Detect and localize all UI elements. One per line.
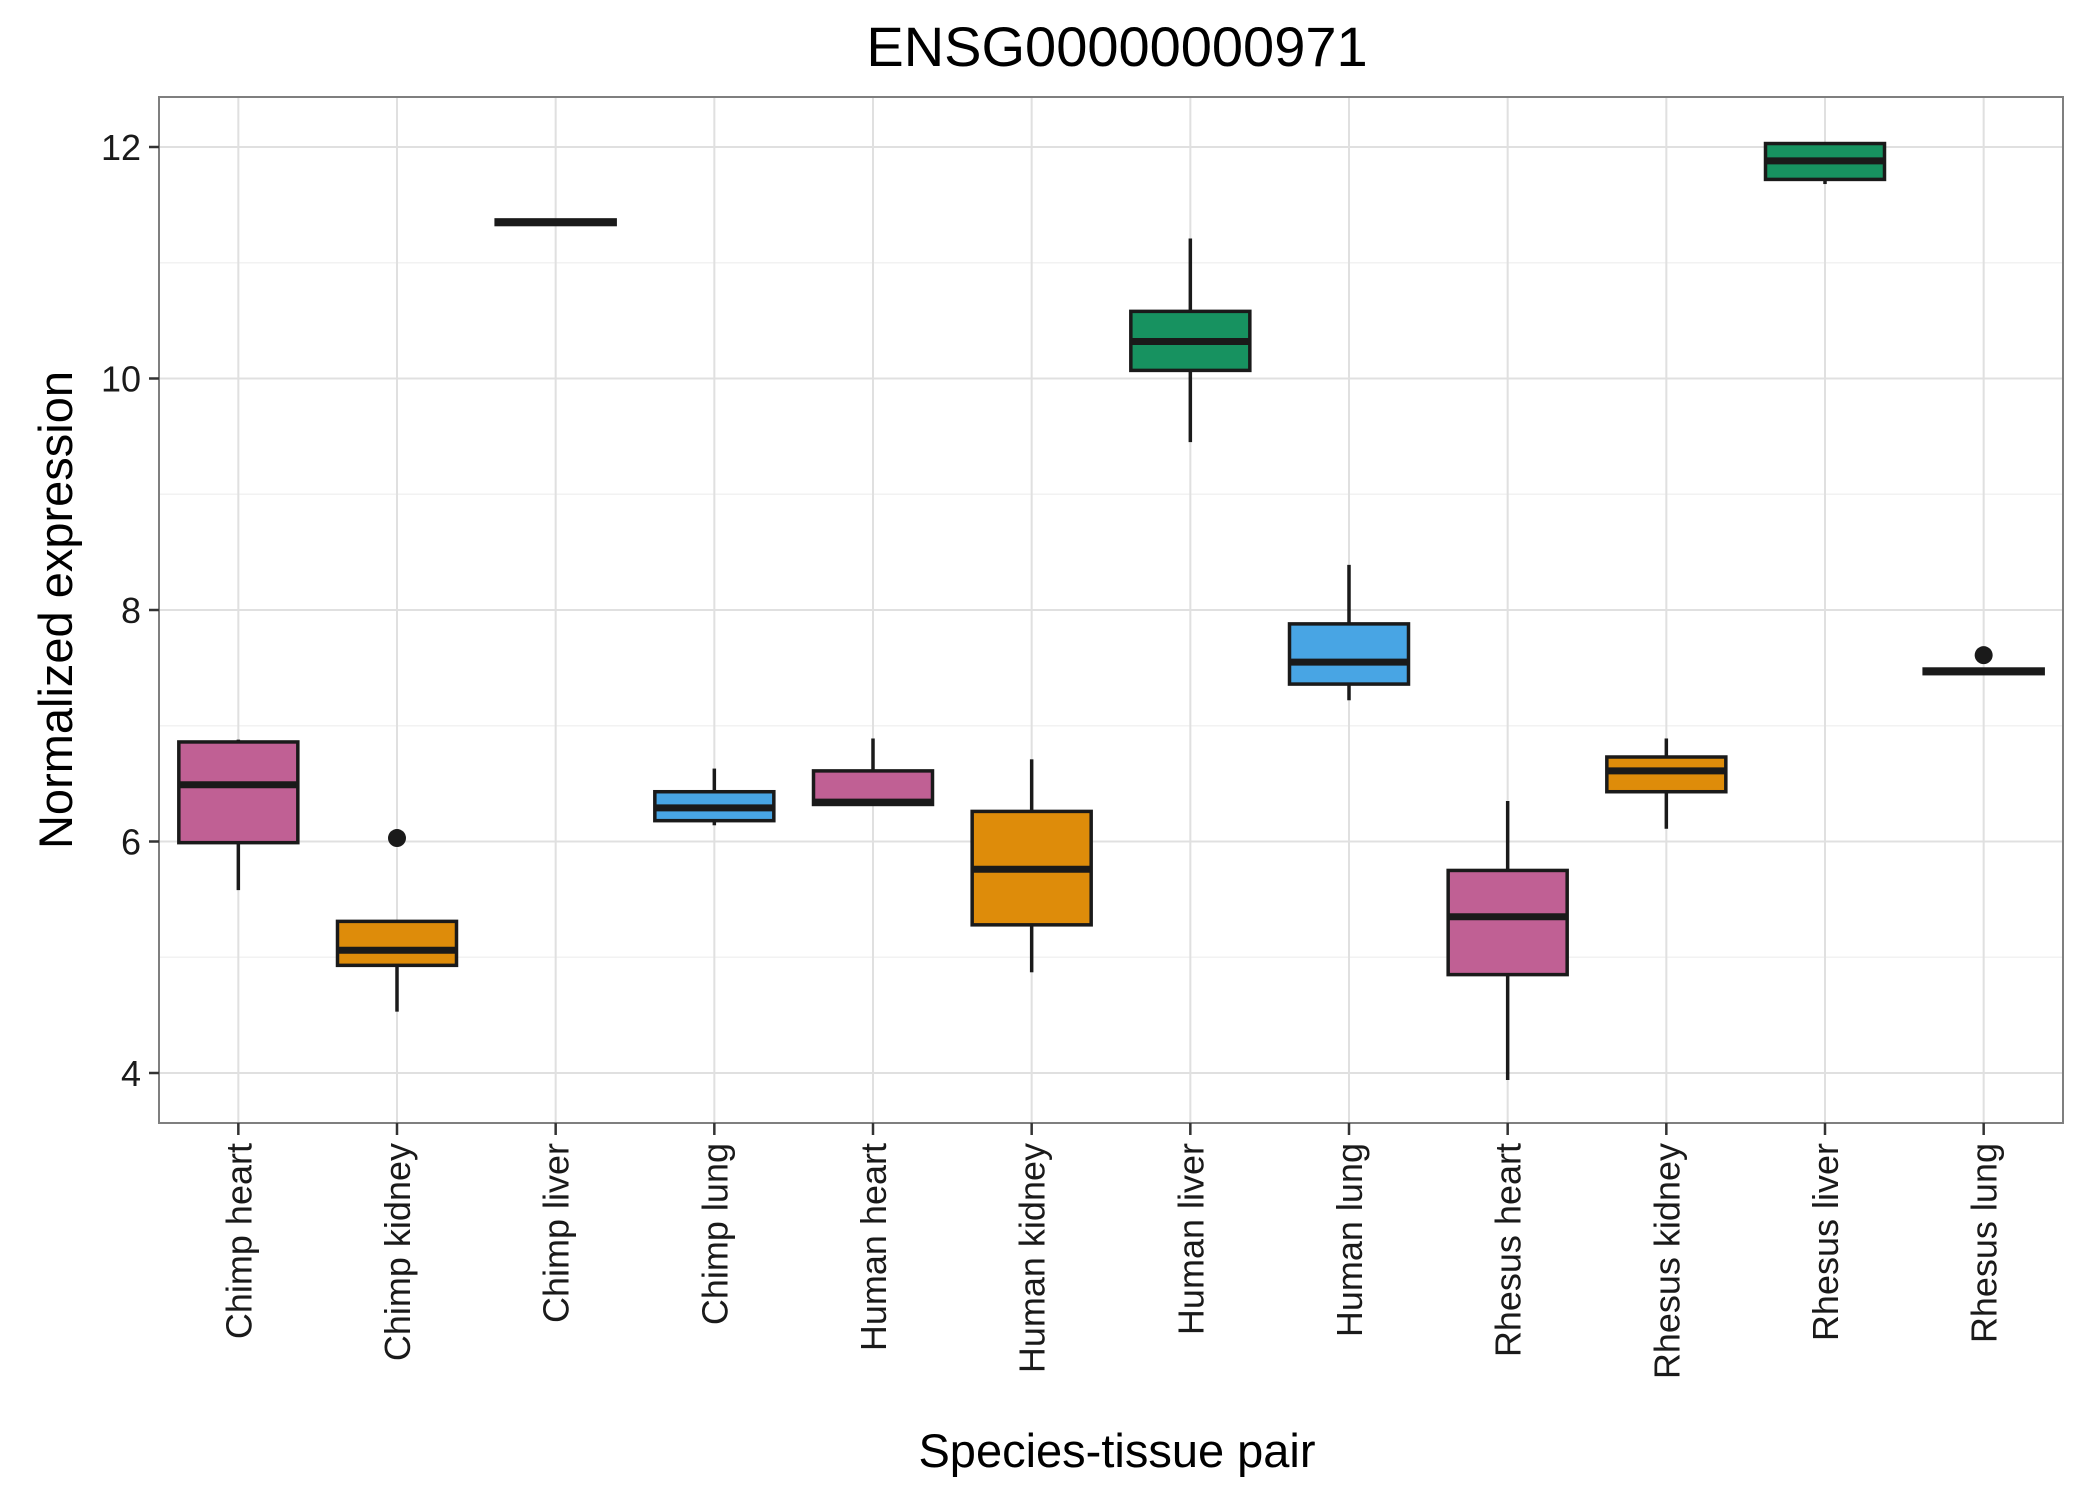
y-tick-label: 4 — [121, 1053, 141, 1094]
y-tick-label: 10 — [101, 359, 141, 400]
boxplot-chimp-kidney — [335, 829, 459, 1012]
y-tick-label: 6 — [121, 822, 141, 863]
boxplot-rhesus-heart — [1446, 800, 1569, 1080]
x-tick-label: Human kidney — [1012, 1143, 1053, 1373]
x-tick-label: Human liver — [1170, 1143, 1211, 1335]
x-tick-label: Chimp lung — [694, 1143, 735, 1325]
y-tick-label: 12 — [101, 127, 141, 168]
chart-title: ENSG00000000971 — [866, 15, 1367, 78]
x-tick-label: Rhesus kidney — [1646, 1143, 1687, 1379]
y-axis: 4 6 8 10 12 — [101, 127, 159, 1094]
plot-grid — [159, 97, 2063, 1123]
x-tick-label: Rhesus liver — [1805, 1143, 1846, 1341]
x-tick-label: Rhesus lung — [1964, 1143, 2005, 1343]
x-tick-label: Rhesus heart — [1488, 1143, 1529, 1357]
boxplot-chimp-liver — [494, 218, 617, 227]
outlier-point — [1974, 646, 1993, 665]
box — [1287, 622, 1411, 686]
x-tick-label: Human lung — [1329, 1143, 1370, 1337]
boxplot-rhesus-liver — [1763, 141, 1887, 185]
x-tick-label: Chimp heart — [218, 1143, 259, 1339]
boxplot-chimp-heart — [177, 739, 300, 891]
boxplot-human-heart — [811, 738, 935, 807]
boxplot-chimp-lung — [653, 768, 776, 826]
x-axis: Chimp heart Chimp kidney Chimp liver Chimp … — [218, 1123, 2005, 1379]
box — [1446, 868, 1569, 977]
boxplot-human-kidney — [970, 759, 1093, 973]
y-axis-title: Normalized expression — [29, 371, 82, 849]
outlier-point — [388, 829, 406, 848]
x-tick-label: Chimp kidney — [377, 1143, 418, 1361]
x-tick-label: Human heart — [853, 1143, 894, 1351]
x-axis-title: Species-tissue pair — [918, 1424, 1315, 1477]
box — [177, 740, 300, 845]
boxplot-human-lung — [1287, 564, 1411, 701]
boxplot-rhesus-kidney — [1605, 738, 1728, 829]
box — [335, 919, 459, 968]
boxplots — [177, 141, 2045, 1080]
boxplot-rhesus-lung — [1922, 646, 2045, 676]
boxplot-human-liver — [1129, 238, 1252, 443]
y-tick-label: 8 — [121, 590, 141, 631]
x-tick-label: Chimp liver — [536, 1143, 577, 1323]
